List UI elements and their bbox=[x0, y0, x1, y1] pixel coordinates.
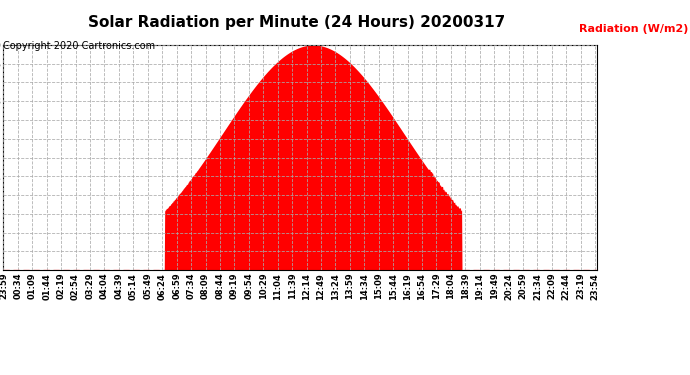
Text: Copyright 2020 Cartronics.com: Copyright 2020 Cartronics.com bbox=[3, 41, 155, 51]
Text: Radiation (W/m2): Radiation (W/m2) bbox=[579, 24, 689, 34]
Text: Solar Radiation per Minute (24 Hours) 20200317: Solar Radiation per Minute (24 Hours) 20… bbox=[88, 15, 505, 30]
